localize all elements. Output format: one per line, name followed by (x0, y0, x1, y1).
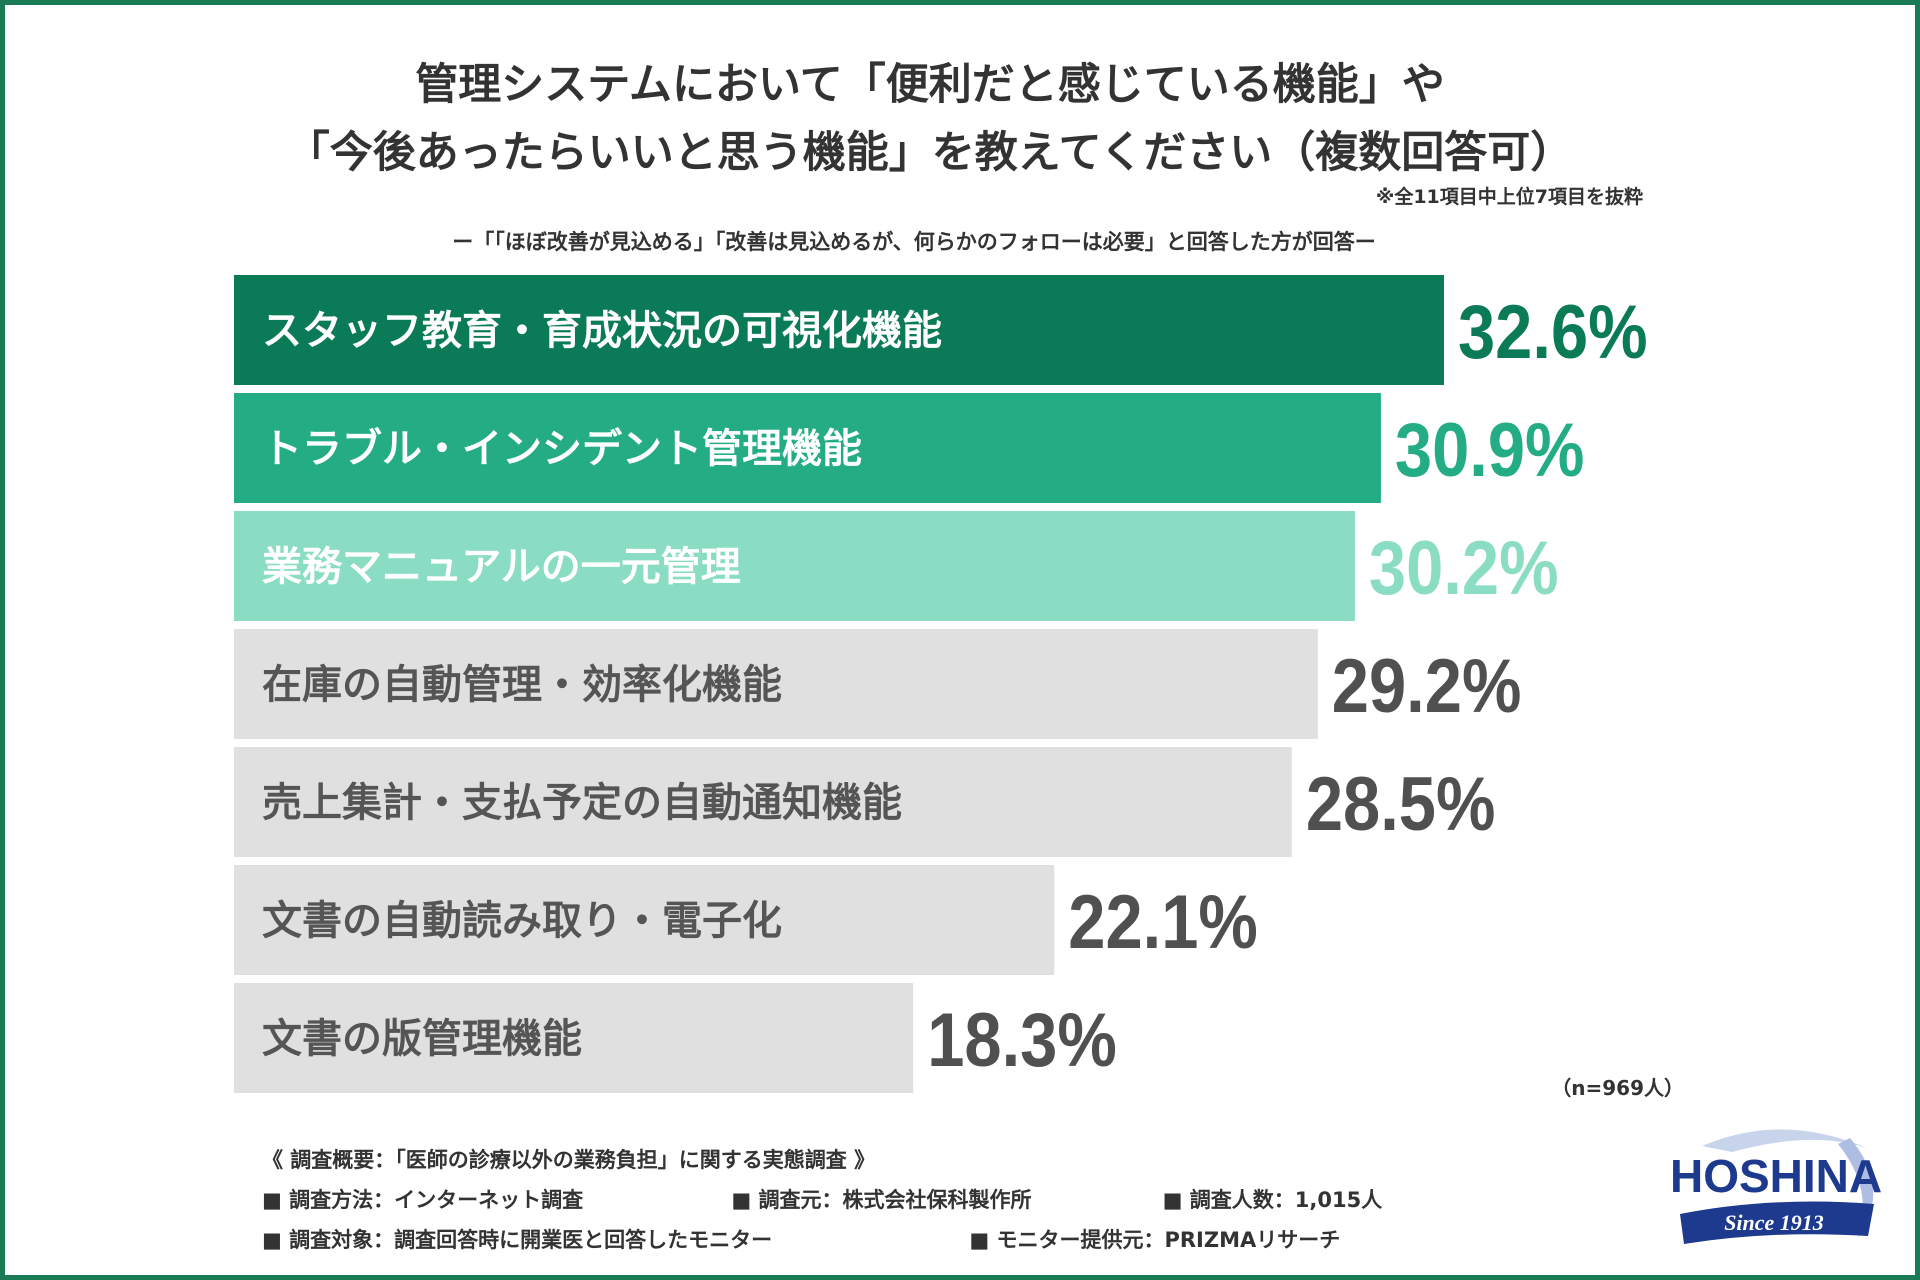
monitor-provider: ■ モニター提供元：PRIZMAリサーチ (969, 1228, 1341, 1252)
value-label-3: 30.2% (1369, 526, 1559, 611)
chart-subtitle: ー「「ほぼ改善が見込める」「改善は見込めるが、何らかのフォローは必要」と回答した… (452, 230, 1376, 254)
survey-target: ■ 調査対象：調査回答時に開業医と回答したモニター (262, 1228, 773, 1252)
value-label-6: 22.1% (1068, 880, 1258, 965)
bar-label-5: 売上集計・支払予定の自動通知機能 (262, 780, 902, 826)
value-label-5: 28.5% (1306, 762, 1496, 847)
bar-label-6: 文書の自動読み取り・電子化 (262, 898, 782, 944)
value-label-1: 32.6% (1458, 290, 1648, 375)
survey-source: ■ 調査元：株式会社保科製作所 (731, 1188, 1032, 1212)
logo-ribbon (1680, 1201, 1874, 1244)
extraction-note: ※全11項目中上位7項目を抜粋 (1375, 186, 1643, 208)
survey-footer: 《 調査概要：「医師の診療以外の業務負担」に関する実態調査 》 ■ 調査方法：イ… (262, 1140, 1382, 1260)
logo-swoosh-top (1702, 1129, 1867, 1152)
value-label-4: 29.2% (1332, 644, 1522, 729)
bar-3 (234, 511, 1355, 621)
chart-title-line-2: 「今後あったらいいと思う機能」を教えてください（複数回答可） (286, 128, 1574, 178)
bar-label-4: 在庫の自動管理・効率化機能 (262, 662, 782, 708)
logo-wordmark: HOSHINA (1670, 1150, 1882, 1202)
value-label-7: 18.3% (927, 998, 1117, 1083)
footer-row-2: ■ 調査対象：調査回答時に開業医と回答したモニター ■ モニター提供元：PRIZ… (262, 1220, 1382, 1260)
survey-method: ■ 調査方法：インターネット調査 (262, 1188, 584, 1212)
bar-label-2: トラブル・インシデント管理機能 (262, 426, 862, 472)
bar-label-1: スタッフ教育・育成状況の可視化機能 (262, 308, 942, 354)
chart-title-line-1: 管理システムにおいて「便利だと感じている機能」や (415, 60, 1445, 110)
footer-row-1: ■ 調査方法：インターネット調査 ■ 調査元：株式会社保科製作所 ■ 調査人数：… (262, 1180, 1382, 1220)
bar-7 (234, 983, 914, 1093)
survey-title: 《 調査概要：「医師の診療以外の業務負担」に関する実態調査 》 (262, 1148, 876, 1172)
value-label-2: 30.9% (1395, 408, 1585, 493)
survey-count: ■ 調査人数：1,015人 (1162, 1188, 1383, 1212)
bar-4 (234, 629, 1318, 739)
logo-tagline: Since 1913 (1724, 1210, 1824, 1235)
bar-5 (234, 747, 1292, 857)
bar-1 (234, 275, 1444, 385)
hoshina-logo: HOSHINA Since 1913 (1670, 1129, 1882, 1244)
bar-2 (234, 393, 1381, 503)
bar-label-3: 業務マニュアルの一元管理 (262, 544, 741, 590)
bar-6 (234, 865, 1055, 975)
sample-size-label: （n=969人） (1551, 1076, 1684, 1100)
bar-label-7: 文書の版管理機能 (262, 1016, 582, 1062)
